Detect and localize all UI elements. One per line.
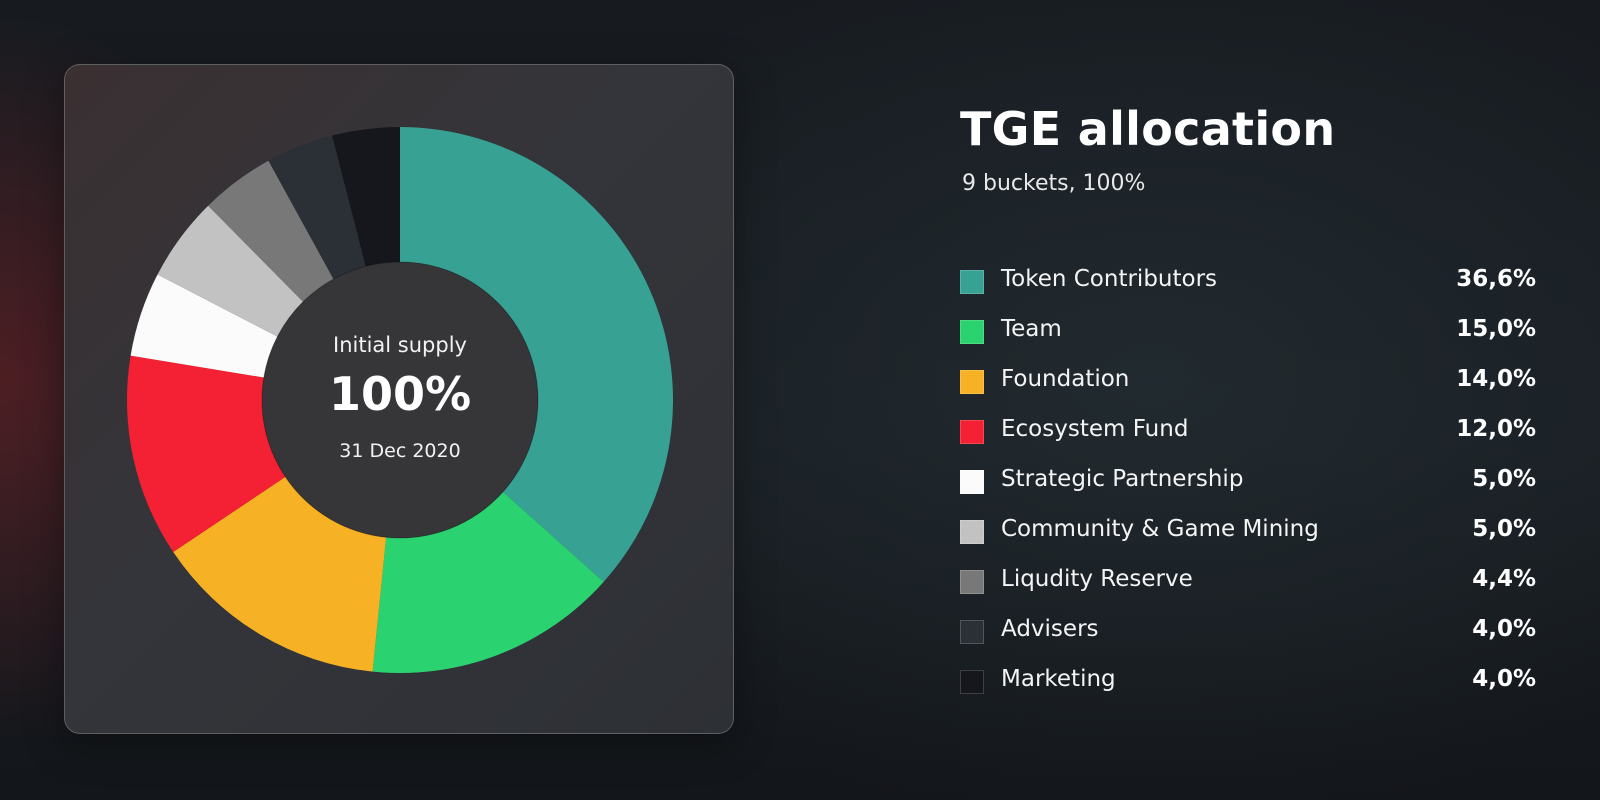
legend-value: 14,0% — [1456, 366, 1536, 392]
legend-value: 15,0% — [1456, 316, 1536, 342]
slice-liqudity-reserve — [208, 160, 334, 302]
legend-label: Token Contributors — [1001, 266, 1218, 292]
legend-label: Advisers — [1001, 616, 1099, 642]
center-value: 100% — [328, 367, 472, 421]
legend-swatch — [960, 370, 984, 394]
donut-chart — [127, 127, 673, 673]
slice-ecosystem-fund — [127, 355, 286, 553]
donut-hole — [261, 261, 539, 539]
legend-value: 5,0% — [1472, 466, 1536, 492]
legend-swatch — [960, 570, 984, 594]
legend-swatch — [960, 470, 984, 494]
legend-value: 5,0% — [1472, 516, 1536, 542]
legend-swatch — [960, 420, 984, 444]
center-date: 31 Dec 2020 — [339, 440, 461, 462]
legend: Token Contributors 36,6% Team 15,0% Foundati… — [960, 258, 1536, 708]
legend-value: 12,0% — [1456, 416, 1536, 442]
slice-marketing — [332, 127, 400, 267]
legend-swatch — [960, 320, 984, 344]
slice-token-contributors — [400, 127, 673, 582]
slice-strategic-partnership — [130, 274, 278, 378]
slice-advisers — [268, 135, 366, 280]
legend-value: 36,6% — [1456, 266, 1536, 292]
legend-swatch — [960, 620, 984, 644]
legend-item-community-game-mining: Community & Game Mining 5,0% — [960, 508, 1536, 558]
legend-item-strategic-partnership: Strategic Partnership 5,0% — [960, 458, 1536, 508]
legend-item-liqudity-reserve: Liqudity Reserve 4,4% — [960, 558, 1536, 608]
legend-value: 4,0% — [1472, 616, 1536, 642]
legend-label: Strategic Partnership — [1001, 466, 1244, 492]
chart-subtitle: 9 buckets, 100% — [962, 171, 1146, 196]
legend-item-ecosystem-fund: Ecosystem Fund 12,0% — [960, 408, 1536, 458]
legend-label: Foundation — [1001, 366, 1130, 392]
slice-team — [372, 491, 604, 673]
legend-label: Team — [1001, 316, 1062, 342]
slice-community-game-mining — [157, 205, 304, 337]
legend-item-token-contributors: Token Contributors 36,6% — [960, 258, 1536, 308]
legend-item-advisers: Advisers 4,0% — [960, 608, 1536, 658]
slice-foundation — [173, 476, 387, 672]
legend-item-foundation: Foundation 14,0% — [960, 358, 1536, 408]
chart-title: TGE allocation — [960, 102, 1336, 156]
chart-card: Initial supply 100% 31 Dec 2020 — [64, 64, 734, 734]
center-label: Initial supply — [333, 333, 467, 357]
legend-swatch — [960, 520, 984, 544]
legend-swatch — [960, 670, 984, 694]
legend-item-team: Team 15,0% — [960, 308, 1536, 358]
legend-label: Liqudity Reserve — [1001, 566, 1193, 592]
legend-value: 4,4% — [1472, 566, 1536, 592]
legend-item-marketing: Marketing 4,0% — [960, 658, 1536, 708]
legend-swatch — [960, 270, 984, 294]
legend-label: Marketing — [1001, 666, 1116, 692]
legend-value: 4,0% — [1472, 666, 1536, 692]
legend-label: Community & Game Mining — [1001, 516, 1319, 542]
legend-label: Ecosystem Fund — [1001, 416, 1189, 442]
